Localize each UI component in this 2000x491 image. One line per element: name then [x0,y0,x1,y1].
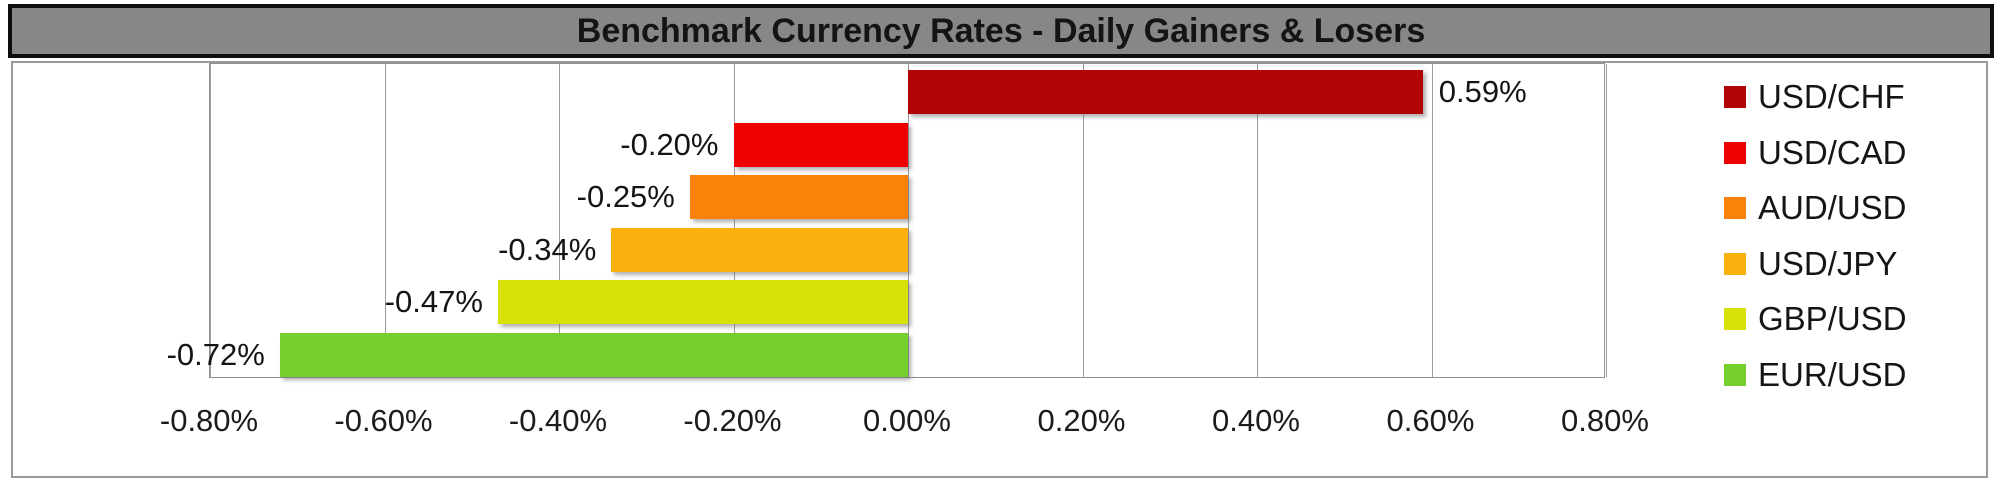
x-tick-label: -0.40% [508,403,608,438]
legend-swatch-icon [1724,308,1746,330]
x-tick-label: 0.60% [1386,403,1475,438]
gridline [210,64,211,377]
legend-swatch-icon [1724,252,1746,275]
gridline [1606,64,1607,377]
legend-item-gbp-usd: GBP/USD [1724,300,1907,338]
x-tick-label: -0.60% [334,403,433,438]
legend-label: AUD/USD [1758,189,1907,226]
x-tick-label: -0.80% [159,403,259,438]
bar-value-label-usd-cad: -0.20% [620,126,719,162]
legend-swatch-icon [1724,141,1746,164]
bar-usd-chf [908,70,1423,114]
legend-label: USD/CAD [1758,133,1907,171]
x-tick-label: 0.20% [1037,403,1126,438]
plot-area [209,63,1607,378]
legend-swatch-icon [1724,86,1746,108]
chart-title-bar: Benchmark Currency Rates - Daily Gainers… [8,4,1994,58]
bar-value-label-aud-usd: -0.25% [576,179,675,214]
gridline [384,64,386,377]
legend-item-usd-cad: USD/CAD [1724,134,1907,172]
legend-item-usd-chf: USD/CHF [1724,78,1905,116]
x-tick-label: 0.00% [863,403,951,438]
bar-aud-usd [689,175,908,219]
bar-gbp-usd [497,280,908,324]
legend-swatch-icon [1724,197,1746,219]
legend-label: EUR/USD [1758,355,1907,393]
chart-canvas: 0.59% -0.20% -0.25% -0.34% -0.47% -0.72% -0.8… [11,61,1988,478]
gridline [908,64,909,377]
bar-usd-cad [733,122,908,167]
gridline [1257,64,1258,377]
bar-value-label-usd-chf: 0.59% [1438,74,1527,109]
gridline [559,64,560,377]
bar-usd-jpy [611,227,908,272]
bar-value-label-eur-usd: -0.72% [166,336,265,372]
legend: USD/CHF USD/CAD AUD/USD USD/JPY GBP/USD EUR/U… [1724,63,1984,476]
bar-eur-usd [279,332,908,377]
gridline [1431,64,1433,377]
legend-label: USD/CHF [1758,78,1905,115]
legend-item-usd-jpy: USD/JPY [1724,245,1897,283]
x-tick-label: 0.80% [1561,403,1649,438]
x-tick-label: 0.40% [1212,403,1300,438]
legend-label: USD/JPY [1758,244,1898,282]
x-tick-label: -0.20% [683,403,782,438]
gridline [1082,64,1084,377]
bar-value-label-gbp-usd: -0.47% [384,284,483,319]
chart-title: Benchmark Currency Rates - Daily Gainers… [576,11,1426,50]
legend-item-eur-usd: EUR/USD [1724,356,1907,394]
bar-value-label-usd-jpy: -0.34% [498,231,597,267]
gridline [733,64,735,377]
legend-swatch-icon [1724,363,1746,386]
legend-label: GBP/USD [1758,300,1907,337]
legend-item-aud-usd: AUD/USD [1724,189,1907,227]
